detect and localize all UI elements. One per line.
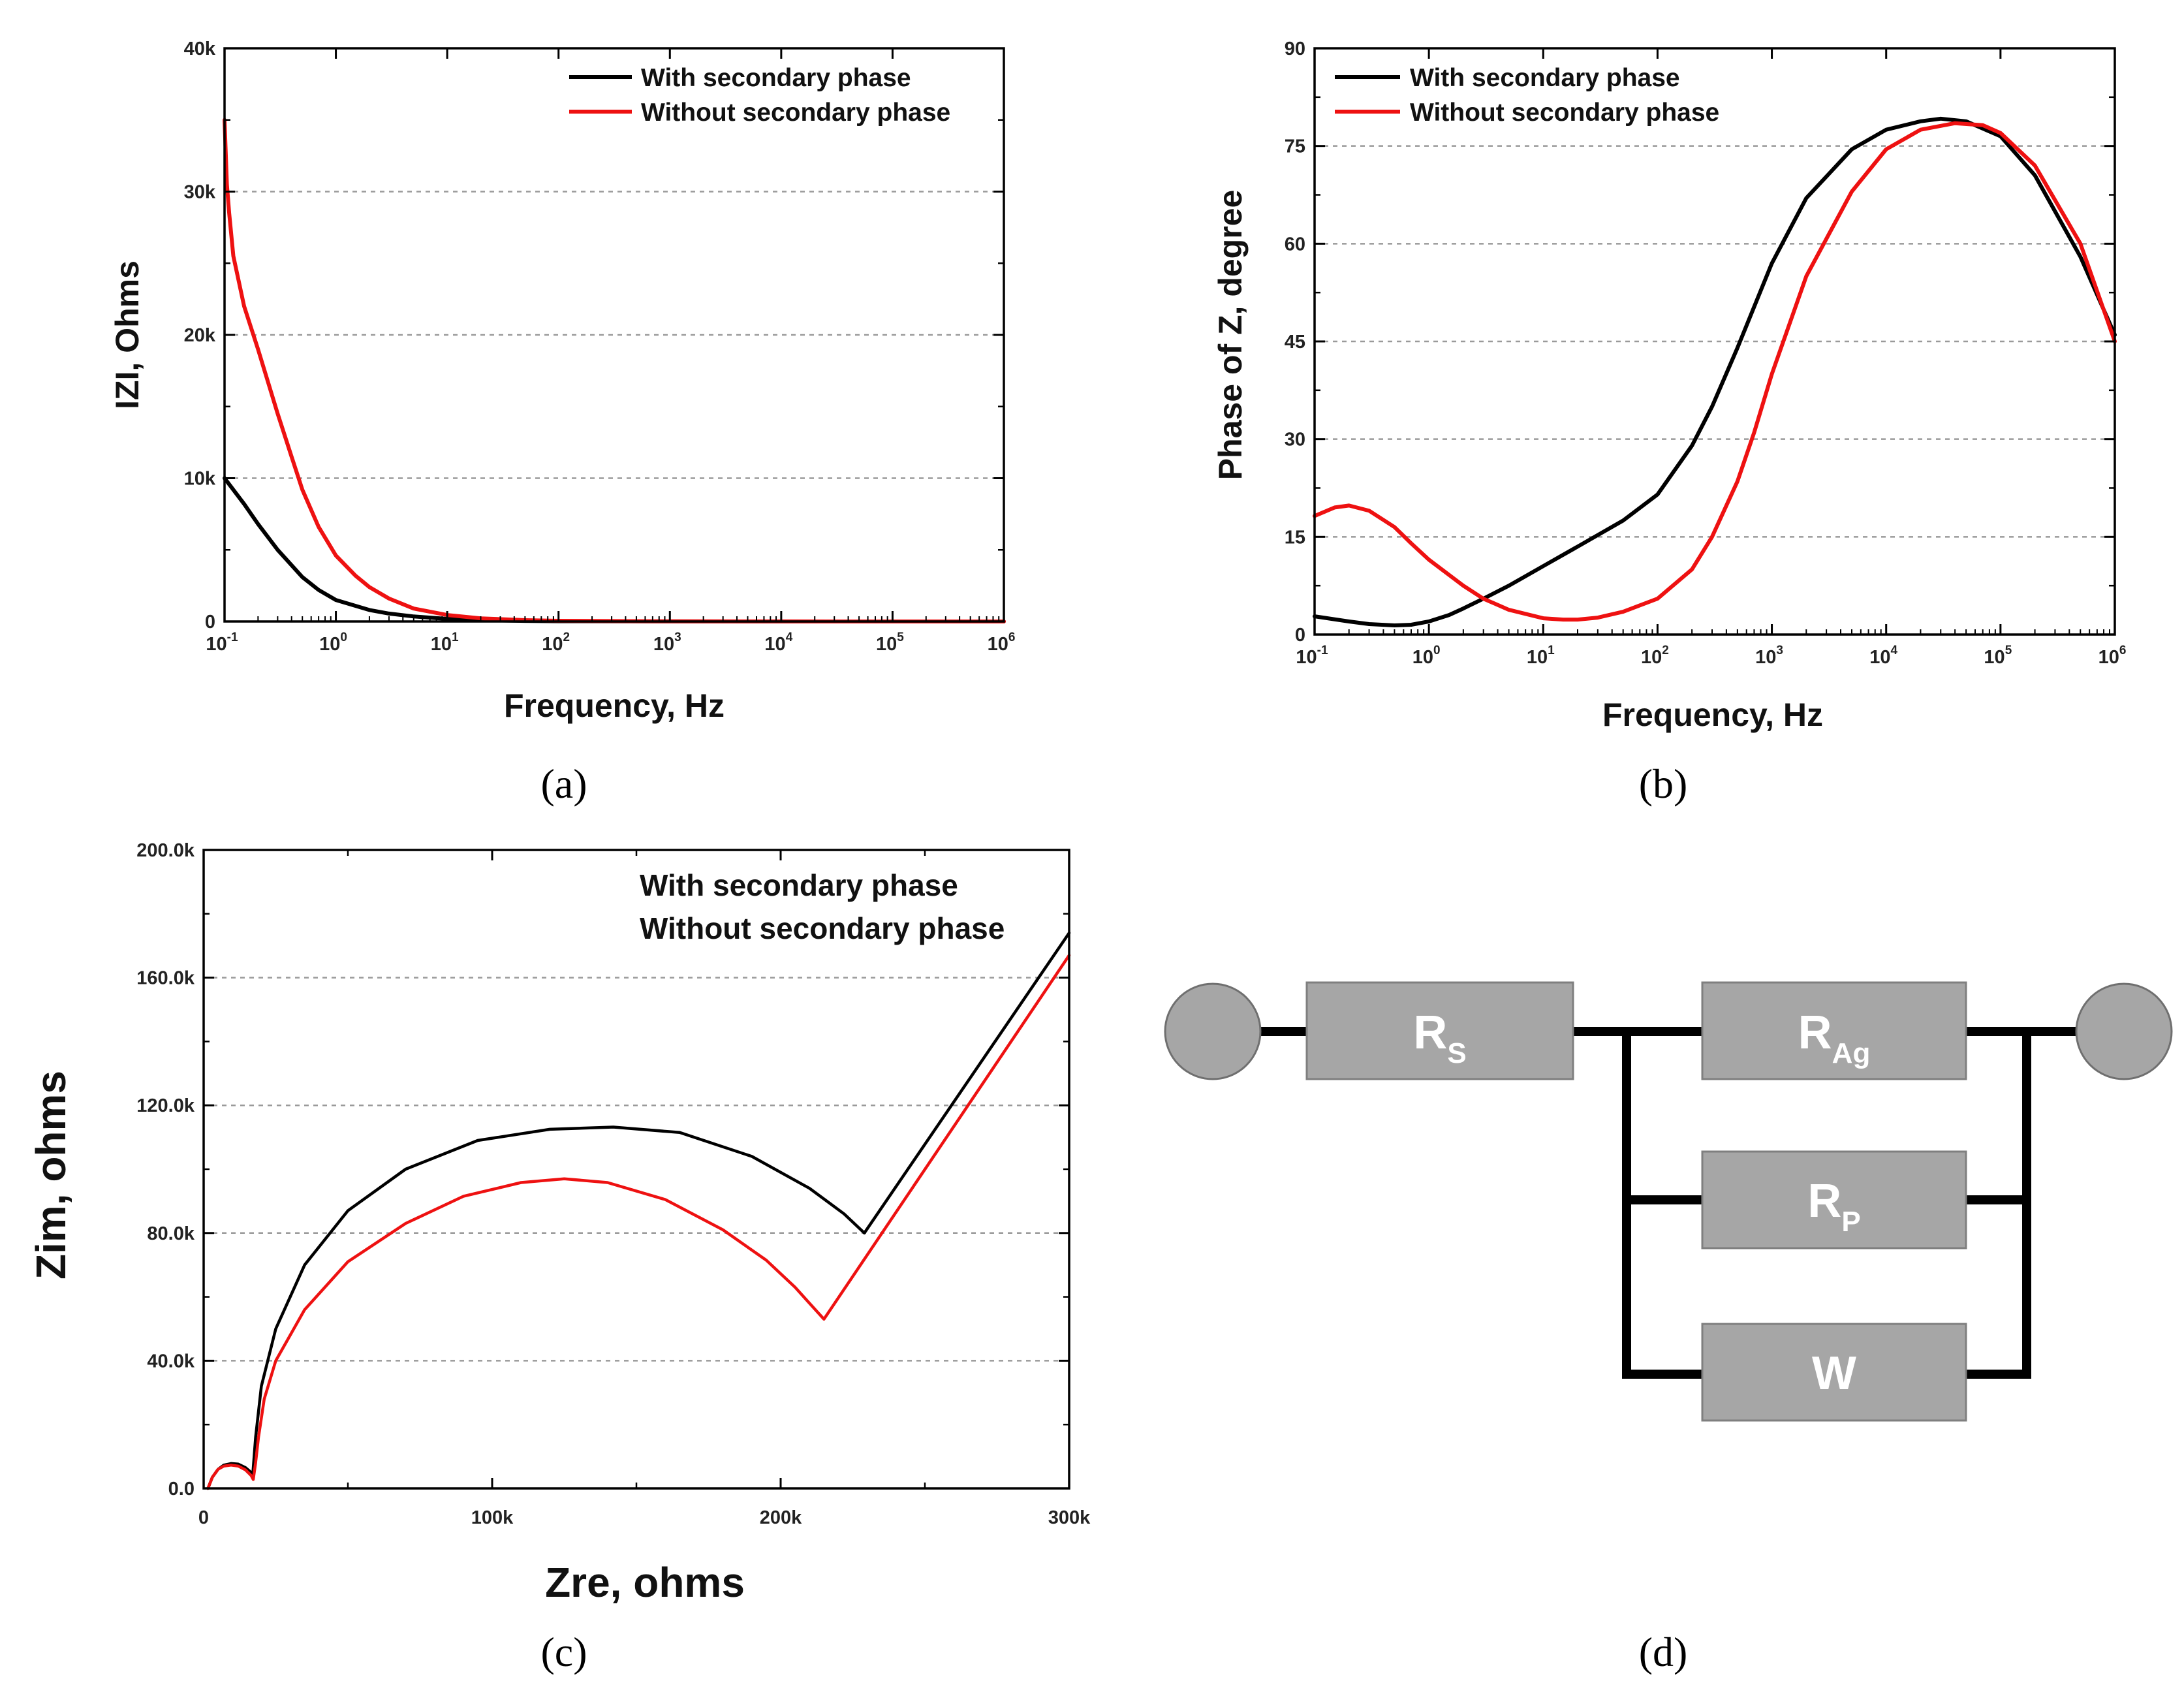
output-terminal [2075,982,2173,1080]
panel-a-xtick-label: 100 [319,631,347,655]
panel-c-ticks [202,849,1070,1490]
panel-b-legend-without: Without secondary phase [1410,99,1719,127]
panel-b-ytick-label: 45 [1285,332,1305,353]
resistor-rag-box [1701,981,1967,1080]
panel-c-tick-labels: 0.0 40.0k 80.0k 120.0k 160.0k 200.0k 0 100k 200k… [136,840,1091,1528]
panel-c-ytick-label: 200.0k [136,840,195,861]
panel-c-ytick-label: 80.0k [147,1223,195,1244]
panel-b-xtick-label: 103 [1755,644,1783,668]
panel-c-legend-without: Without secondary phase [640,911,1005,945]
panel-c-series-with-secondary-phase [206,931,1071,1490]
warburg-w-box [1701,1323,1967,1422]
caption-d: (d) [1639,1629,1688,1675]
panel-c: 0.0 40.0k 80.0k 120.0k 160.0k 200.0k 0 100k 200k… [27,840,1091,1606]
panel-b-tick-labels: 0 15 30 45 60 75 90 10-1 100 101 102 103 104 105 106 [1285,39,2127,668]
panel-c-xtick-label: 0 [198,1507,209,1528]
resistor-rp-label: RP [1807,1175,1860,1238]
panel-a-ticks [223,47,1005,623]
panel-b: 0 15 30 45 60 75 90 10-1 100 101 102 103 104 105 106 F… [1212,39,2126,733]
panel-b-xtick-label: 100 [1412,644,1441,668]
panel-b-ytick-label: 90 [1285,39,1305,59]
panel-b-xtick-label: 101 [1527,644,1555,668]
panel-a-legend: With secondary phase Without secondary p… [569,64,950,127]
panel-c-ytick-label: 0.0 [168,1479,195,1500]
panel-d: RS RAg RP W [1164,981,2173,1422]
panel-c-xtick-label: 200k [760,1507,802,1528]
panel-b-legend-with: With secondary phase [1410,64,1680,92]
panel-a: 0 10k 20k 30k 40k 10-1 100 101 102 103 104 105 106 F… [109,39,1015,724]
panel-a-xtick-label: 10-1 [206,631,238,655]
panel-a-ylabel: IZI, Ohms [109,260,146,409]
panel-c-frame [202,849,1070,1490]
panel-b-ytick-label: 60 [1285,234,1305,255]
panel-c-ylabel: Zim, ohms [27,1071,74,1280]
panel-b-ytick-label: 0 [1295,625,1305,646]
panel-b-xtick-label: 105 [1984,644,2012,668]
panel-b-grid [1315,145,2115,538]
panel-a-xtick-label: 105 [876,631,904,655]
caption-b: (b) [1639,761,1688,807]
panel-a-series-with-secondary-phase [223,476,1006,623]
resistor-rp-box [1701,1150,1967,1249]
resistor-rs-box [1305,981,1574,1080]
panel-c-legend-with: With secondary phase [640,868,958,902]
panel-a-ytick-label: 20k [184,325,216,346]
panel-b-xtick-label: 10-1 [1296,644,1328,668]
panel-a-xtick-label: 103 [653,631,681,655]
panel-b-xtick-label: 106 [2098,644,2127,668]
resistor-rs: RS [1305,981,1574,1080]
panel-a-xtick-label: 104 [764,631,792,655]
panel-a-ytick-label: 10k [184,469,216,490]
panel-c-series [206,931,1071,1490]
panel-a-xlabel: Frequency, Hz [504,687,725,724]
caption-a: (a) [540,761,587,807]
panel-c-grid [204,977,1069,1362]
panel-a-ytick-label: 40k [184,39,216,59]
warburg-w: W [1701,1323,1967,1422]
panel-a-ytick-label: 30k [184,182,216,203]
panel-a-xtick-label: 101 [431,631,459,655]
resistor-rag-label: RAg [1798,1007,1871,1069]
panel-b-xtick-label: 104 [1869,644,1897,668]
panel-b-legend: With secondary phase Without secondary p… [1335,64,1719,127]
panel-a-tick-labels: 0 10k 20k 30k 40k 10-1 100 101 102 103 104 105 106 [184,39,1016,655]
panel-c-xlabel: Zre, ohms [545,1559,745,1606]
panel-b-ytick-label: 15 [1285,527,1305,548]
resistor-rag: RAg [1701,981,1967,1080]
panel-a-legend-with: With secondary phase [641,64,911,92]
panel-c-xtick-label: 100k [471,1507,514,1528]
panel-c-series-without-secondary-phase [206,954,1071,1490]
panel-b-xtick-label: 102 [1641,644,1669,668]
panel-a-legend-without: Without secondary phase [641,99,950,127]
panel-c-ytick-label: 160.0k [136,968,195,989]
panel-b-ytick-label: 75 [1285,136,1305,157]
warburg-w-label: W [1812,1347,1856,1400]
resistor-rs-label: RS [1413,1007,1466,1069]
panel-a-series-without-secondary-phase [223,118,1006,623]
caption-c: (c) [540,1629,587,1675]
panel-a-xtick-label: 102 [542,631,570,655]
panel-b-ylabel: Phase of Z, degree [1212,190,1249,480]
panel-a-ytick-label: 0 [205,612,215,633]
panel-b-ytick-label: 30 [1285,430,1305,450]
resistor-rp: RP [1701,1150,1967,1249]
panel-b-series-without-secondary-phase [1313,121,2117,622]
input-terminal [1164,982,1262,1080]
panel-a-series [223,118,1006,623]
panel-a-grid [225,191,1004,479]
circuit-wires [1260,1027,2077,1379]
panel-b-series-with-secondary-phase [1313,116,2117,627]
panel-b-ticks [1313,47,2116,636]
panel-c-ytick-label: 120.0k [136,1095,195,1116]
panel-c-xtick-label: 300k [1048,1507,1091,1528]
panel-a-xtick-label: 106 [988,631,1016,655]
panel-c-ytick-label: 40.0k [147,1351,195,1372]
panel-b-xlabel: Frequency, Hz [1602,697,1823,733]
panel-b-series [1313,116,2117,627]
panel-c-legend: With secondary phase Without secondary p… [640,868,1005,945]
